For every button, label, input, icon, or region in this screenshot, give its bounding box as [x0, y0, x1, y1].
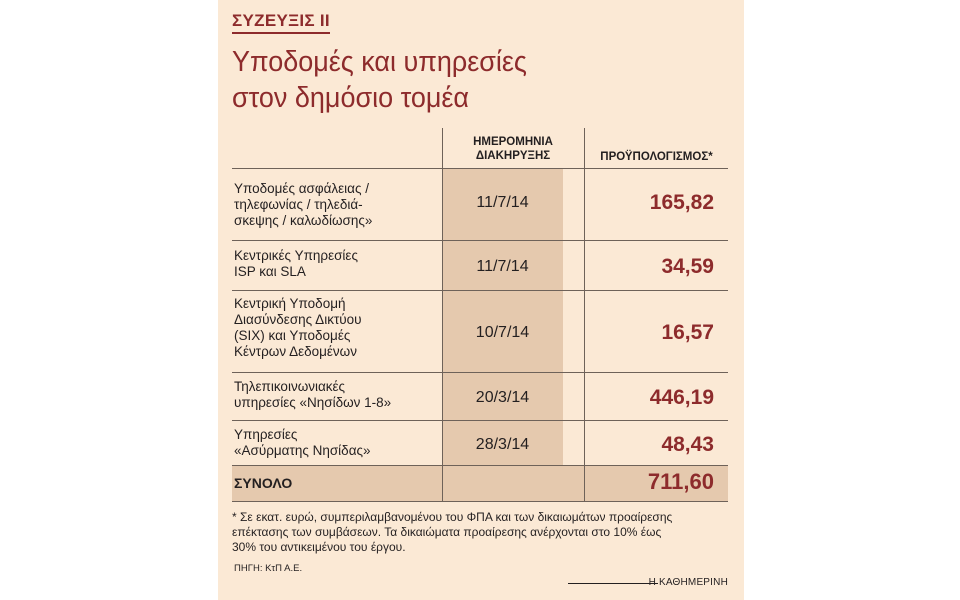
row-4-date: 20/3/14 [475, 389, 530, 406]
row-5-label-line: «Ασύρματης Νησίδας» [234, 443, 371, 458]
total-budget: 711,60 [647, 469, 714, 494]
row-1-label-line: τηλεφωνίας / τηλεδιά- [234, 197, 363, 212]
row-1-label-line: σκεψης / καλωδίωσης» [234, 213, 373, 228]
row-rule [232, 501, 728, 502]
column-divider-1 [442, 128, 443, 501]
date-column-shade [442, 168, 563, 465]
section-kicker: ΣΥΖΕΥΞΙΣ ΙΙ [232, 11, 330, 34]
row-4-budget: 446,19 [649, 386, 714, 409]
header-budget: ΠΡΟΫΠΟΛΟΓΙΣΜΟΣ* [600, 151, 713, 163]
source-note: ΠΗΓΗ: ΚτΠ Α.Ε. [234, 563, 303, 574]
header-date-line-1: ΗΜΕΡΟΜΗΝΙΑ [473, 136, 553, 148]
row-3-label-line: Διασύνδεσης Δικτύου [234, 312, 362, 327]
row-4-label: Τηλεπικοινωνιακές υπηρεσίες «Νησίδων 1-8… [234, 379, 434, 411]
row-rule [232, 168, 728, 169]
row-1-label: Υποδομές ασφάλειας / τηλεφωνίας / τηλεδι… [234, 181, 434, 229]
footnote-line: * Σε εκατ. ευρώ, συμπεριλαμβανομένου του… [232, 510, 673, 524]
row-3-label-line: (SIX) και Υποδομές [234, 328, 351, 343]
row-3-label-line: Κέντρων Δεδομένων [234, 344, 357, 359]
row-2-label-line: Κεντρικές Υπηρεσίες [234, 248, 358, 263]
row-5-label-line: Υπηρεσίες [234, 427, 298, 442]
row-4-label-line: Τηλεπικοινωνιακές [234, 379, 346, 394]
footnote-line: 30% του αντικειμένου του έργου. [232, 540, 406, 554]
publisher-credit: Η ΚΑΘΗΜΕΡΙΝΗ [648, 577, 728, 588]
row-2-budget: 34,59 [661, 255, 714, 278]
row-3-label: Κεντρική Υποδομή Διασύνδεσης Δικτύου (SI… [234, 296, 434, 360]
row-3-label-line: Κεντρική Υποδομή [234, 296, 346, 311]
infographic-panel: ΣΥΖΕΥΞΙΣ ΙΙ Υποδομές και υπηρεσίες στον … [218, 0, 744, 600]
row-4-label-line: υπηρεσίες «Νησίδων 1-8» [234, 395, 392, 410]
row-rule [232, 420, 728, 421]
row-2-label-line: ISP και SLA [234, 264, 306, 279]
row-1-date: 11/7/14 [476, 194, 529, 211]
title-line-1: Υποδομές και υπηρεσίες [232, 46, 527, 78]
row-3-date: 10/7/14 [475, 324, 530, 341]
row-rule [232, 372, 728, 373]
row-1-label-line: Υποδομές ασφάλειας / [234, 181, 369, 196]
row-2-date: 11/7/14 [476, 258, 529, 275]
row-rule [232, 290, 728, 291]
column-divider-2 [584, 128, 585, 501]
footnote-line: επέκτασης των συμβάσεων. Τα δικαιώματα π… [232, 525, 662, 539]
row-5-budget: 48,43 [661, 433, 714, 456]
infographic-title: Υποδομές και υπηρεσίες στον δημόσιο τομέ… [232, 44, 527, 116]
row-3-budget: 16,57 [661, 321, 714, 344]
row-rule [232, 240, 728, 241]
title-line-2: στον δημόσιο τομέα [232, 82, 470, 114]
row-5-label: Υπηρεσίες «Ασύρματης Νησίδας» [234, 427, 434, 459]
row-rule [232, 465, 728, 466]
header-date-line-2: ΔΙΑΚΗΡΥΞΗΣ [475, 150, 551, 162]
total-label: ΣΥΝΟΛΟ [234, 475, 293, 491]
row-5-date: 28/3/14 [475, 436, 530, 453]
footnote: * Σε εκατ. ευρώ, συμπεριλαμβανομένου του… [232, 510, 732, 555]
total-row-shade [232, 465, 728, 501]
row-1-budget: 165,82 [649, 191, 714, 214]
row-2-label: Κεντρικές Υπηρεσίες ISP και SLA [234, 248, 434, 280]
credit-rule [568, 583, 658, 584]
header-date: ΗΜΕΡΟΜΗΝΙΑ ΔΙΑΚΗΡΥΞΗΣ [442, 135, 584, 163]
